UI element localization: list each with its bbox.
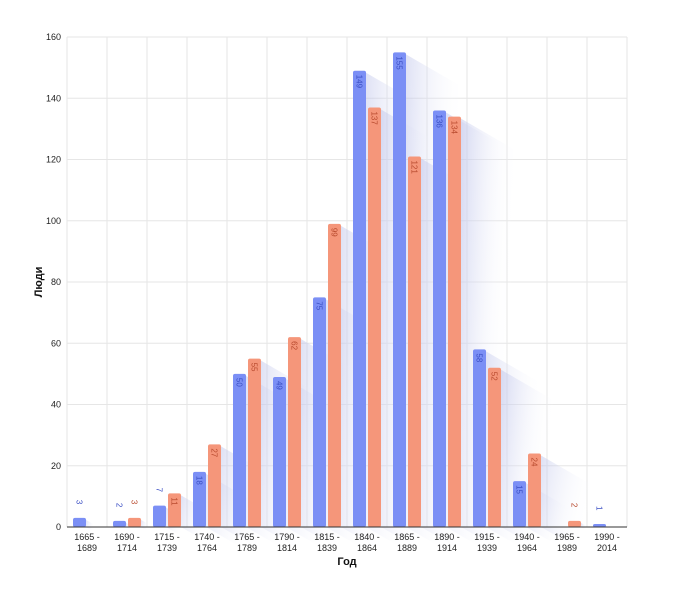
bar-s1-8 [393,52,406,527]
y-tick-label: 0 [56,522,61,532]
x-tick-label: 1890 -1914 [434,532,460,553]
data-label: 149 [355,75,364,89]
bar-s1-9 [433,110,446,527]
data-label: 7 [155,488,164,493]
data-label: 137 [370,111,379,125]
data-label: 15 [515,485,524,494]
y-tick-label: 60 [51,338,61,348]
data-label: 62 [290,341,299,350]
data-label: 134 [450,121,459,135]
data-label: 50 [235,378,244,387]
data-label: 155 [395,56,404,70]
data-label: 1 [595,506,604,511]
x-tick-label: 1715 -1739 [154,532,180,553]
x-axis-title: Год [337,556,356,568]
data-label: 136 [435,115,444,129]
x-tick-label: 1940 -1964 [514,532,540,553]
data-label: 55 [250,363,259,372]
y-tick-label: 20 [51,461,61,471]
y-tick-label: 160 [46,32,61,42]
x-tick-label: 1740 -1764 [194,532,220,553]
bar-s2-9 [448,116,461,527]
bar-s2-3 [208,444,221,527]
bar-s1-13 [593,523,606,527]
bar-s2-4 [248,358,261,527]
data-label: 58 [475,353,484,362]
y-tick-label: 120 [46,155,61,165]
bar-s2-7 [368,107,381,527]
y-tick-label: 100 [46,216,61,226]
y-tick-label: 80 [51,277,61,287]
bar-s2-5 [288,337,301,527]
x-tick-label: 1790 -1814 [274,532,300,553]
bar-shadow [86,519,95,533]
bar-s1-6 [313,297,326,527]
bar-s2-2 [168,493,181,527]
bar-s2-6 [328,223,341,527]
bar-s2-11 [528,453,541,527]
bar-s2-8 [408,156,421,527]
data-label: 99 [330,228,339,237]
bar-s1-1 [113,520,126,527]
bar-s1-2 [153,505,166,527]
data-label: 11 [170,497,179,506]
x-tick-label: 1965 -1989 [554,532,580,553]
bar-s1-10 [473,349,486,527]
data-label: 18 [195,476,204,485]
bar-s1-3 [193,471,206,527]
data-label: 24 [530,458,539,467]
data-label: 27 [210,448,219,457]
x-tick-label: 1665 -1689 [74,532,100,553]
bar-s2-1 [128,517,141,527]
bar-s1-4 [233,373,246,527]
data-label: 2 [115,503,124,508]
bars [73,52,606,527]
x-tick-label: 1865 -1889 [394,532,420,553]
bar-s2-10 [488,367,501,527]
axes: 0 20 40 60 80 100 120 140 160 1665 -1689 1690 -171… [46,32,627,553]
data-label: 121 [410,160,419,174]
x-tick-label: 1915 -1939 [474,532,500,553]
y-tick-label: 140 [46,93,61,103]
bar-shadow [541,455,594,558]
bar-s1-0 [73,517,86,527]
bar-s1-11 [513,481,526,527]
x-tick-label: 1690 -1714 [114,532,140,553]
bar-shadow [141,519,150,533]
y-tick-label: 40 [51,400,61,410]
data-label: 2 [570,503,579,508]
data-label: 49 [275,381,284,390]
data-label: 3 [75,500,84,505]
y-axis-title: Люди [33,267,45,298]
bar-s1-7 [353,70,366,527]
x-tick-label: 1840 -1864 [354,532,380,553]
data-label: 75 [315,301,324,310]
bar-s1-5 [273,376,286,527]
x-tick-label: 1765 -1789 [234,532,260,553]
data-label: 52 [490,372,499,381]
x-tick-label: 1990 -2014 [594,532,620,553]
x-tick-label: 1815 -1839 [314,532,340,553]
data-label: 3 [130,500,139,505]
bar-s2-12 [568,520,581,527]
